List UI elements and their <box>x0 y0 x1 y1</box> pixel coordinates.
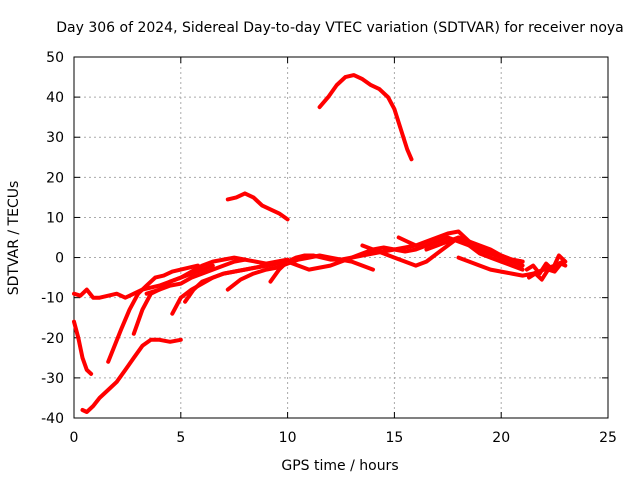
series-line-arc-18 <box>225 191 290 222</box>
series-line-arc-5 <box>131 257 247 336</box>
y-tick-label: 50 <box>46 50 64 66</box>
x-tick-label: 20 <box>492 430 510 446</box>
series-line-arc-3 <box>80 337 183 414</box>
y-tick-label: -40 <box>41 411 64 427</box>
x-axis-label: GPS time / hours <box>281 458 398 474</box>
y-axis-label: SDTVAR / TECUs <box>6 181 22 296</box>
x-tick-label: 5 <box>176 430 185 446</box>
y-tick-label: 20 <box>46 170 64 186</box>
y-tick-label: -20 <box>41 331 64 347</box>
series-line-arc-8 <box>183 255 301 304</box>
series-line-arc-2 <box>72 319 94 376</box>
y-tick-label: -30 <box>41 371 64 387</box>
y-tick-label: 10 <box>46 210 64 226</box>
series-line-arc-13 <box>396 229 525 268</box>
grid <box>74 57 608 418</box>
series-line-arc-16 <box>527 261 568 282</box>
y-tick-label: -10 <box>41 291 64 307</box>
series-line-arc-19 <box>317 73 414 162</box>
y-tick-label: 40 <box>46 90 64 106</box>
x-tick-label: 10 <box>279 430 297 446</box>
x-tick-label: 15 <box>385 430 403 446</box>
axis-ticks: -40 -30 -20 -10 0 10 20 30 40 50 0 5 10 15 20 25 <box>41 50 617 446</box>
y-tick-label: 30 <box>46 130 64 146</box>
series-line-arc-4 <box>106 263 200 364</box>
series-line-arc-9 <box>225 253 375 292</box>
series-line-arc-14 <box>424 235 525 272</box>
plot-frame <box>73 56 609 419</box>
series-line-arc-17 <box>524 253 568 276</box>
series-line-arc-12 <box>360 235 525 268</box>
series-group <box>72 73 568 414</box>
x-tick-label: 0 <box>70 430 79 446</box>
series-line-arc-6 <box>144 255 290 296</box>
x-tick-label: 25 <box>599 430 617 446</box>
y-tick-label: 0 <box>55 251 64 267</box>
chart-title: Day 306 of 2024, Sidereal Day-to-day VTE… <box>56 20 624 36</box>
